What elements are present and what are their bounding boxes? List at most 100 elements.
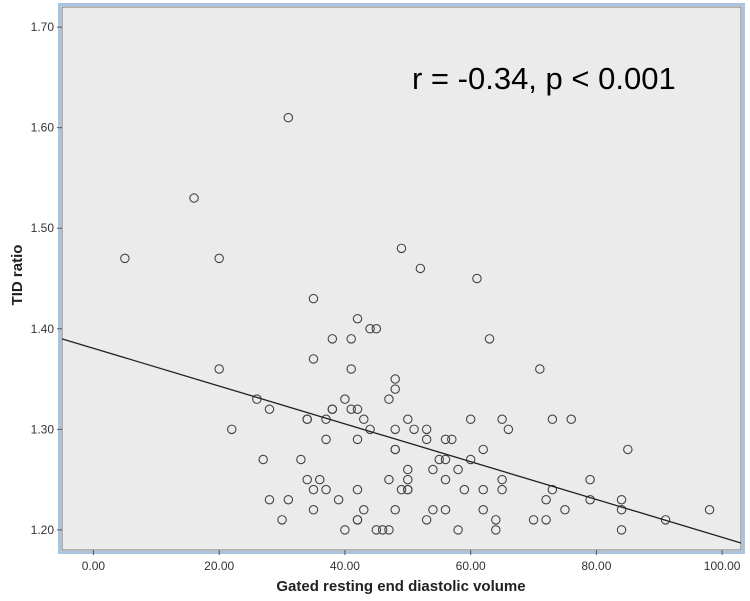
data-point xyxy=(421,515,432,525)
data-point xyxy=(365,324,375,334)
data-point xyxy=(623,444,633,455)
data-point xyxy=(497,484,507,495)
data-point xyxy=(346,334,356,344)
regression-line xyxy=(61,338,742,544)
data-point xyxy=(390,505,400,515)
y-tick-label: 1.40 xyxy=(31,322,55,336)
plot-area xyxy=(61,6,742,551)
data-point xyxy=(453,464,463,475)
data-point xyxy=(541,515,551,525)
data-point xyxy=(396,484,407,495)
data-point xyxy=(371,324,382,334)
data-point xyxy=(390,374,400,384)
data-point xyxy=(352,434,363,445)
data-point xyxy=(497,474,507,485)
data-point xyxy=(264,404,275,414)
data-point xyxy=(359,505,369,515)
data-point xyxy=(308,505,319,515)
data-point xyxy=(478,484,488,495)
data-point xyxy=(396,243,407,254)
data-point xyxy=(491,525,501,535)
y-tick-label: 1.30 xyxy=(31,422,55,436)
data-point xyxy=(453,525,463,535)
data-point xyxy=(447,434,457,445)
data-point xyxy=(440,474,451,485)
data-point xyxy=(346,404,356,414)
data-point xyxy=(371,525,382,535)
data-point xyxy=(585,494,595,505)
data-point xyxy=(415,263,426,274)
y-tick-label: 1.20 xyxy=(31,523,55,537)
data-point xyxy=(384,525,394,535)
data-point xyxy=(384,394,394,404)
data-point xyxy=(283,112,294,123)
data-point xyxy=(352,484,363,495)
data-point xyxy=(465,454,476,465)
correlation-annotation: r = -0.34, p < 0.001 xyxy=(412,61,676,96)
data-point xyxy=(321,484,331,495)
data-point xyxy=(277,515,287,525)
data-point xyxy=(421,424,432,435)
data-point xyxy=(660,515,671,525)
data-point xyxy=(472,273,482,284)
chart-outer-frame xyxy=(58,3,745,554)
x-axis: 0.00 20.00 40.00 60.00 80.00 100.00 xyxy=(82,550,741,573)
data-point xyxy=(352,515,363,525)
x-tick-label: 60.00 xyxy=(456,559,486,573)
data-point xyxy=(491,515,501,525)
x-axis-title: Gated resting end diastolic volume xyxy=(276,578,525,595)
x-tick-label: 100.00 xyxy=(704,559,741,573)
data-point xyxy=(365,424,375,435)
data-points xyxy=(120,112,715,535)
data-point xyxy=(214,364,224,374)
data-point xyxy=(459,484,470,495)
data-point xyxy=(333,494,344,505)
data-point xyxy=(308,293,319,304)
data-point xyxy=(434,454,444,465)
y-tick-label: 1.60 xyxy=(31,121,55,135)
x-tick-label: 40.00 xyxy=(330,559,360,573)
data-point xyxy=(585,474,595,485)
data-point xyxy=(497,414,507,425)
data-point xyxy=(616,525,627,535)
data-point xyxy=(428,464,438,475)
data-point xyxy=(390,444,400,455)
data-point xyxy=(384,474,394,485)
data-point xyxy=(308,484,319,495)
data-point xyxy=(296,454,306,465)
data-point xyxy=(308,354,319,364)
data-point xyxy=(390,384,400,394)
y-axis-title: TID ratio xyxy=(9,245,26,306)
data-point xyxy=(535,364,545,374)
y-tick-label: 1.50 xyxy=(31,221,55,235)
data-point xyxy=(214,253,224,264)
data-point xyxy=(616,494,627,505)
data-point xyxy=(327,404,338,414)
data-point xyxy=(315,474,325,485)
data-point xyxy=(560,505,570,515)
data-point xyxy=(409,424,419,435)
data-point xyxy=(302,414,312,425)
x-tick-label: 20.00 xyxy=(204,559,234,573)
data-point xyxy=(227,424,237,435)
data-point xyxy=(346,364,356,374)
data-point xyxy=(465,414,476,425)
data-point xyxy=(403,484,413,495)
x-tick-label: 0.00 xyxy=(82,559,106,573)
data-point xyxy=(421,434,432,445)
data-point xyxy=(478,444,488,455)
data-point xyxy=(352,404,363,414)
data-point xyxy=(478,505,488,515)
data-point xyxy=(428,505,438,515)
data-point xyxy=(340,394,350,404)
data-point xyxy=(258,454,268,465)
data-point xyxy=(403,464,413,475)
data-point xyxy=(503,424,514,435)
data-point xyxy=(440,454,451,465)
data-point xyxy=(340,525,350,535)
data-point xyxy=(704,505,715,515)
data-point xyxy=(566,414,576,425)
data-point xyxy=(189,193,199,203)
data-point xyxy=(403,474,413,485)
data-point xyxy=(390,424,400,435)
